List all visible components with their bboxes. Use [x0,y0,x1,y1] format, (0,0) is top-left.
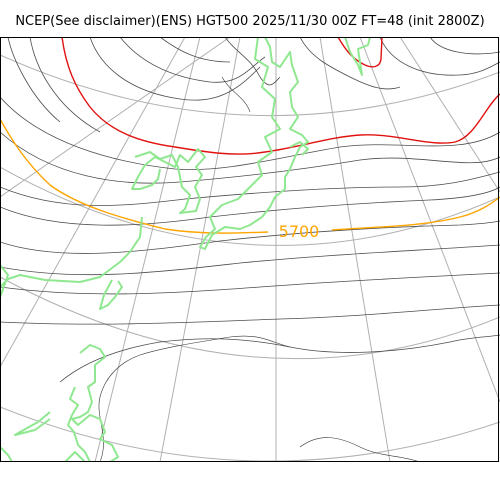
coastline-shape [199,37,309,250]
coastline-shape [0,216,143,288]
contour-line [119,37,266,83]
contour-line [0,244,500,276]
contour-line [0,131,500,184]
height-contours [0,37,500,383]
coastlines [0,37,371,462]
coastline-shape [344,37,371,76]
contour-line [159,37,231,63]
border-line [299,437,421,462]
country-borders [98,76,421,462]
parallel-line [0,406,500,462]
border-line [221,76,251,113]
meridian-line [0,37,186,368]
contour-line [0,220,500,254]
meridian-line [159,37,241,462]
contour-line [7,37,61,123]
contour-line [299,37,401,90]
contour-line [0,272,500,295]
contour-line [29,37,101,133]
geopotential-height-map: 5700 [0,37,500,462]
contour-5700-line [331,196,500,231]
coastline-shape [64,451,86,462]
coastline-shape [0,446,13,462]
coastline-shape [14,411,51,436]
parallel-line [0,54,500,117]
contour-5700-label: 5700 [279,222,320,241]
meridian-line [0,37,231,198]
contour-line [429,37,500,55]
coastline-shape [289,141,309,156]
coastline-shape [99,279,123,310]
parallel-line [0,276,500,360]
meridian-line [319,37,391,462]
contour-line [379,37,500,76]
contour-5700-line [0,118,269,234]
coastline-shape [71,344,119,462]
coastline-shape [67,386,91,462]
contour-line [89,37,261,101]
coastline-shape [0,264,9,298]
contour-5400-line [61,37,500,155]
contour-line [0,96,500,170]
coastline-shape [131,148,206,214]
meridian-line [359,37,500,403]
contour-line [0,186,500,226]
contour-line [224,37,281,86]
contour-line [0,304,500,325]
meridian-line [399,37,500,193]
map-title: NCEP(See disclaimer)(ENS) HGT500 2025/11… [15,14,485,29]
contour-5400-line [337,37,383,68]
border-line [98,335,291,462]
